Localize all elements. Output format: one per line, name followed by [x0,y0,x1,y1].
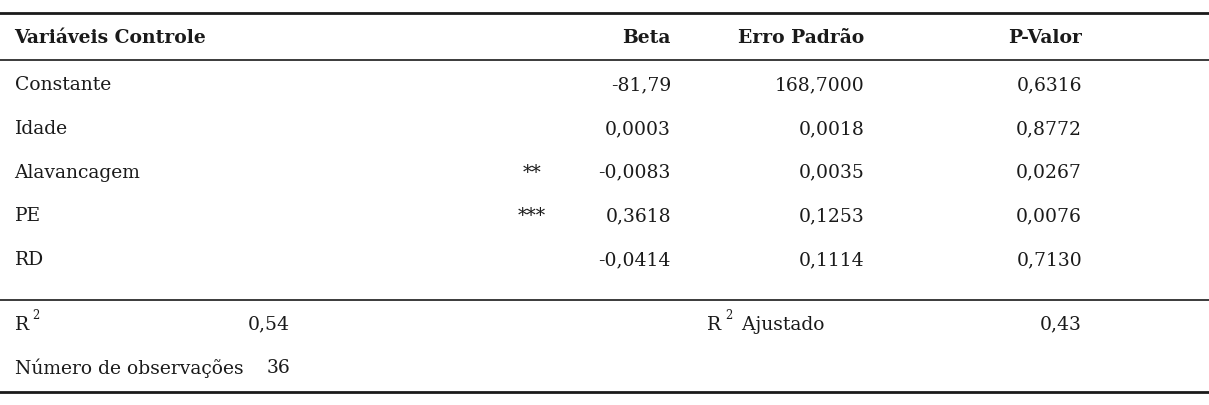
Text: RD: RD [15,250,44,268]
Text: 0,0018: 0,0018 [799,120,864,138]
Text: Idade: Idade [15,120,68,138]
Text: -0,0083: -0,0083 [598,163,671,181]
Text: 0,6316: 0,6316 [1017,76,1082,94]
Text: ***: *** [517,207,546,225]
Text: 0,1114: 0,1114 [799,250,864,268]
Text: 0,3618: 0,3618 [606,207,671,225]
Text: 0,0076: 0,0076 [1017,207,1082,225]
Text: **: ** [522,163,542,181]
Text: Erro Padrão: Erro Padrão [739,29,864,47]
Text: R: R [15,315,29,333]
Text: 0,0267: 0,0267 [1017,163,1082,181]
Text: Número de observações: Número de observações [15,358,243,377]
Text: 0,1253: 0,1253 [799,207,864,225]
Text: 36: 36 [266,358,290,376]
Text: P-Valor: P-Valor [1008,29,1082,47]
Text: 0,43: 0,43 [1040,315,1082,333]
Text: Constante: Constante [15,76,111,94]
Text: Beta: Beta [623,29,671,47]
Text: 0,54: 0,54 [248,315,290,333]
Text: -0,0414: -0,0414 [598,250,671,268]
Text: 2: 2 [33,308,40,321]
Text: Variáveis Controle: Variáveis Controle [15,29,207,47]
Text: PE: PE [15,207,41,225]
Text: -81,79: -81,79 [611,76,671,94]
Text: 168,7000: 168,7000 [775,76,864,94]
Text: R: R [707,315,722,333]
Text: Ajustado: Ajustado [736,315,825,333]
Text: 0,0035: 0,0035 [799,163,864,181]
Text: 0,7130: 0,7130 [1017,250,1082,268]
Text: 0,0003: 0,0003 [606,120,671,138]
Text: 0,8772: 0,8772 [1016,120,1082,138]
Text: 2: 2 [725,308,733,321]
Text: Alavancagem: Alavancagem [15,163,140,181]
